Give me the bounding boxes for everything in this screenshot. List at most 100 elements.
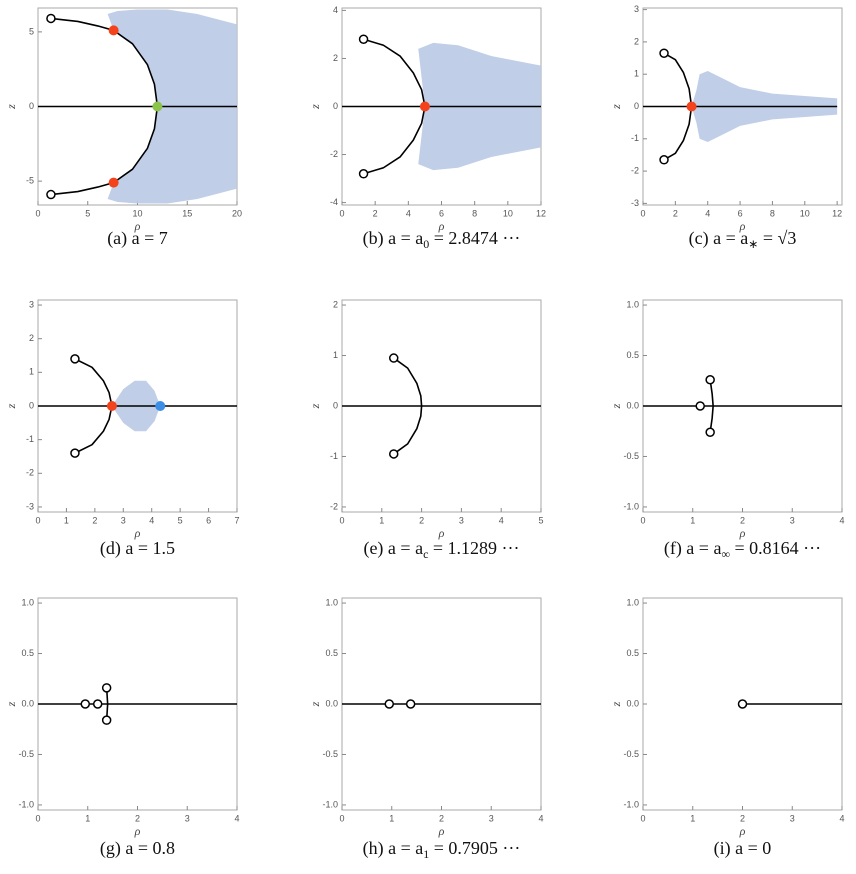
point <box>108 25 119 36</box>
x-tick-label: 3 <box>459 515 464 525</box>
x-tick-label: 12 <box>832 208 842 218</box>
point <box>108 177 119 188</box>
x-tick-label: 1 <box>690 813 695 823</box>
open-point <box>46 13 56 24</box>
caption: (a) a = 7 <box>107 228 168 249</box>
y-tick-label: 1.0 <box>626 299 639 309</box>
x-tick-label: 1 <box>64 515 69 525</box>
open-point <box>737 699 748 709</box>
caption-text: (d) a = 1.5 <box>100 538 175 559</box>
x-tick-label: 0 <box>35 208 40 218</box>
x-axis-label: ρ <box>134 824 141 838</box>
y-tick-label: -0.5 <box>18 749 34 759</box>
x-tick-label: 20 <box>232 208 242 218</box>
caption: (b) a = a0 = 2.8474 ··· <box>363 228 521 251</box>
y-tick-label: -1.0 <box>18 799 34 809</box>
x-tick-label: 2 <box>439 813 444 823</box>
x-tick-label: 4 <box>499 515 504 525</box>
caption: (g) a = 0.8 <box>100 838 175 859</box>
caption-text: = 0.8164 ··· <box>730 538 821 558</box>
y-tick-label: -2 <box>631 165 639 175</box>
caption: (e) a = ac = 1.1289 ··· <box>363 538 519 561</box>
x-tick-label: 10 <box>800 208 810 218</box>
panel: 0 5 10 15 20 -5 0 5 ρ z (a) a = 7 <box>4 7 242 249</box>
caption-text: (a) a = 7 <box>107 228 168 249</box>
caption-text: = 2.8474 ··· <box>429 228 520 248</box>
y-axis-label: z <box>308 403 322 409</box>
caption-text: = √3 <box>758 228 796 248</box>
caption-text: (b) a = a <box>363 228 424 249</box>
panel: 0 1 2 3 4 -1.0 -0.5 0.0 0.5 1.0 ρ z (f) a = a∞ = 0.8… <box>609 299 845 560</box>
caption-subscript: ∞ <box>721 547 730 561</box>
x-tick-label: 2 <box>92 515 97 525</box>
y-tick-label: 0 <box>333 400 338 410</box>
x-tick-label: 5 <box>85 208 90 218</box>
x-tick-label: 6 <box>439 208 444 218</box>
x-tick-label: 3 <box>121 515 126 525</box>
x-axis-label: ρ <box>739 219 746 233</box>
open-point <box>70 354 80 364</box>
caption: (f) a = a∞ = 0.8164 ··· <box>664 538 821 561</box>
open-point <box>705 427 715 437</box>
x-tick-label: 4 <box>234 813 239 823</box>
y-tick-label: 3 <box>29 299 34 309</box>
point <box>152 101 163 112</box>
y-tick-label: -0.5 <box>623 451 639 461</box>
x-tick-label: 8 <box>770 208 775 218</box>
open-point <box>46 189 56 200</box>
x-tick-label: 2 <box>373 208 378 218</box>
y-tick-label: 0.0 <box>21 698 34 708</box>
y-axis-label: z <box>609 701 623 707</box>
x-tick-label: 2 <box>740 515 745 525</box>
y-tick-label: 1.0 <box>325 597 338 607</box>
point <box>419 101 430 112</box>
open-point <box>388 449 399 459</box>
caption: (i) a = 0 <box>714 838 772 859</box>
x-tick-label: 7 <box>234 515 239 525</box>
open-point <box>101 715 112 725</box>
y-tick-label: 0.5 <box>325 648 338 658</box>
y-tick-label: 1 <box>29 367 34 377</box>
caption-text: (h) a = a <box>363 838 424 859</box>
x-tick-label: 4 <box>149 515 154 525</box>
caption: (d) a = 1.5 <box>100 538 175 559</box>
y-tick-label: -0.5 <box>322 749 338 759</box>
panel: 0 1 2 3 4-1.0-0.50.00.51.0ρz(h) a = a1 = 0.7… <box>308 597 544 860</box>
curve <box>709 379 714 433</box>
x-axis-label: ρ <box>739 824 746 838</box>
y-tick-label: -5 <box>26 175 34 185</box>
x-tick-label: 3 <box>790 813 795 823</box>
y-tick-label: -3 <box>26 501 34 511</box>
x-tick-label: 3 <box>489 813 494 823</box>
y-tick-label: 0.0 <box>626 698 639 708</box>
x-tick-label: 10 <box>132 208 142 218</box>
panel: 0 1 2 3 4 5 -2 -1 0 1 2 ρ z (e) a = ac = 1.1289 ··· <box>308 299 544 560</box>
x-axis-label: ρ <box>739 526 746 540</box>
y-tick-label: 0 <box>29 101 34 111</box>
y-tick-label: -1.0 <box>623 501 639 511</box>
y-tick-label: -1 <box>26 434 34 444</box>
x-tick-label: 4 <box>839 813 844 823</box>
x-tick-label: 0 <box>339 813 344 823</box>
x-tick-label: 5 <box>538 515 543 525</box>
y-tick-label: 1.0 <box>626 597 639 607</box>
x-axis-label: ρ <box>438 824 445 838</box>
x-tick-label: 6 <box>206 515 211 525</box>
open-point <box>388 353 399 363</box>
y-tick-label: -2 <box>330 501 338 511</box>
x-tick-label: 1 <box>85 813 90 823</box>
caption-text: (c) a = a <box>689 228 749 249</box>
y-tick-label: 0.5 <box>21 648 34 658</box>
y-tick-label: -1 <box>631 133 639 143</box>
caption-subscript: c <box>423 547 428 561</box>
y-tick-label: -3 <box>631 198 639 208</box>
x-tick-label: 0 <box>339 515 344 525</box>
y-tick-label: -1.0 <box>322 799 338 809</box>
x-tick-label: 3 <box>790 515 795 525</box>
point <box>155 401 166 411</box>
x-tick-label: 4 <box>406 208 411 218</box>
caption-text: (i) a = 0 <box>714 838 772 859</box>
caption-text: = 1.1289 ··· <box>428 538 519 558</box>
